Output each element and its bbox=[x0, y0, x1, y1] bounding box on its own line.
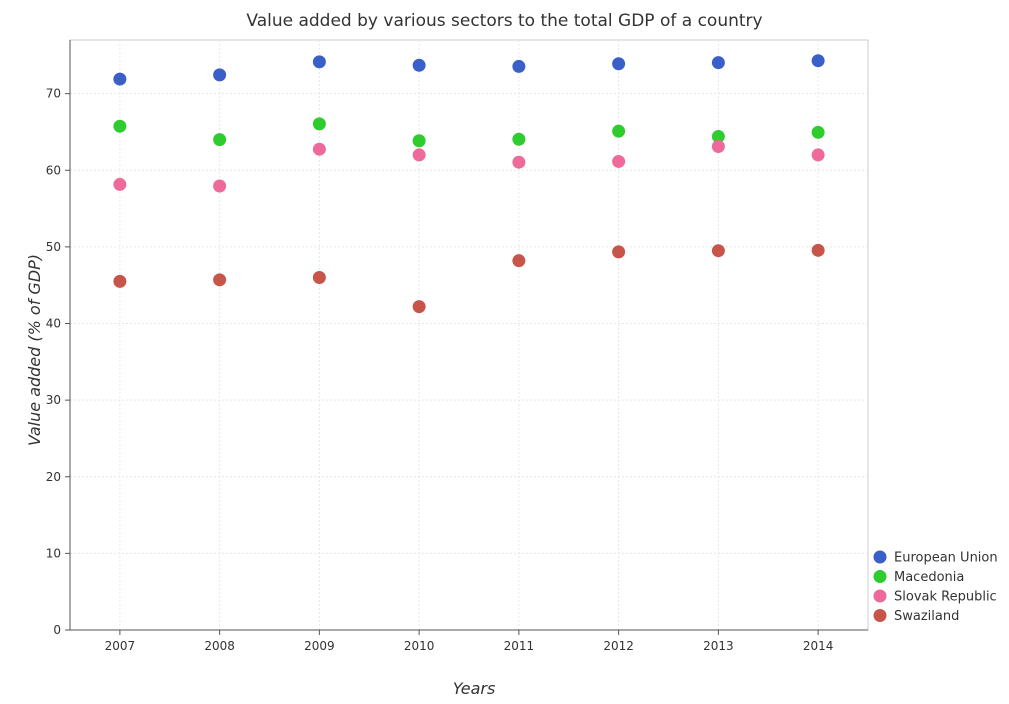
data-point bbox=[711, 56, 725, 70]
data-point bbox=[113, 72, 127, 86]
data-point bbox=[312, 55, 326, 69]
data-point bbox=[412, 134, 426, 148]
data-point bbox=[213, 133, 227, 147]
data-point bbox=[312, 271, 326, 285]
data-point bbox=[412, 148, 426, 162]
y-tick-label: 0 bbox=[53, 623, 61, 637]
y-tick-label: 10 bbox=[46, 546, 61, 560]
y-tick-label: 30 bbox=[46, 393, 61, 407]
x-tick-label: 2010 bbox=[404, 639, 435, 653]
data-point bbox=[113, 274, 127, 288]
data-point bbox=[412, 300, 426, 314]
x-tick-label: 2008 bbox=[204, 639, 235, 653]
data-point bbox=[811, 148, 825, 162]
data-point bbox=[213, 68, 227, 82]
y-tick-label: 40 bbox=[46, 317, 61, 331]
legend-marker bbox=[873, 589, 887, 603]
legend-marker bbox=[873, 550, 887, 564]
data-point bbox=[711, 130, 725, 144]
data-point bbox=[711, 140, 725, 154]
x-tick-label: 2011 bbox=[504, 639, 535, 653]
y-tick-label: 60 bbox=[46, 163, 61, 177]
data-point bbox=[312, 142, 326, 156]
x-tick-label: 2013 bbox=[703, 639, 734, 653]
data-point bbox=[113, 119, 127, 133]
plot-area bbox=[69, 39, 869, 631]
y-tick-label: 70 bbox=[46, 87, 61, 101]
data-point bbox=[213, 179, 227, 193]
data-point bbox=[512, 132, 526, 146]
data-point bbox=[811, 54, 825, 68]
data-point bbox=[312, 117, 326, 131]
data-point bbox=[512, 254, 526, 268]
x-tick-label: 2009 bbox=[304, 639, 335, 653]
data-point bbox=[113, 177, 127, 191]
x-tick-label: 2014 bbox=[803, 639, 834, 653]
axes-layer: 0 10 20 30 40 50 60 70 2007 2008 2009 2010 2011 2012 2… bbox=[46, 40, 868, 653]
data-point bbox=[711, 244, 725, 258]
legend-label: Macedonia bbox=[894, 570, 964, 585]
data-point bbox=[612, 124, 626, 138]
y-tick-label: 20 bbox=[46, 470, 61, 484]
grid-layer bbox=[69, 39, 869, 631]
y-axis-label: Value added (% of GDP) bbox=[25, 254, 44, 446]
x-tick-label: 2012 bbox=[603, 639, 634, 653]
data-point bbox=[811, 125, 825, 139]
legend-marker bbox=[873, 609, 887, 622]
chart-title: Value added by various sectors to the to… bbox=[246, 11, 762, 31]
legend-label: Swaziland bbox=[894, 609, 959, 624]
marks-layer bbox=[113, 54, 825, 314]
data-point bbox=[512, 155, 526, 169]
x-axis-label: Years bbox=[453, 679, 496, 698]
data-point bbox=[412, 58, 426, 72]
data-point bbox=[213, 273, 227, 287]
data-point bbox=[512, 59, 526, 73]
data-point bbox=[612, 245, 626, 259]
legend-label: European Union bbox=[894, 551, 998, 566]
data-point bbox=[811, 243, 825, 257]
x-tick-label: 2007 bbox=[105, 639, 136, 653]
legend-marker bbox=[873, 570, 887, 583]
data-point bbox=[612, 154, 626, 168]
legend: European Union Macedonia Slovak Republic Sw… bbox=[873, 550, 998, 624]
legend-label: Slovak Republic bbox=[894, 590, 997, 605]
y-tick-label: 50 bbox=[46, 240, 61, 254]
data-point bbox=[612, 57, 626, 71]
